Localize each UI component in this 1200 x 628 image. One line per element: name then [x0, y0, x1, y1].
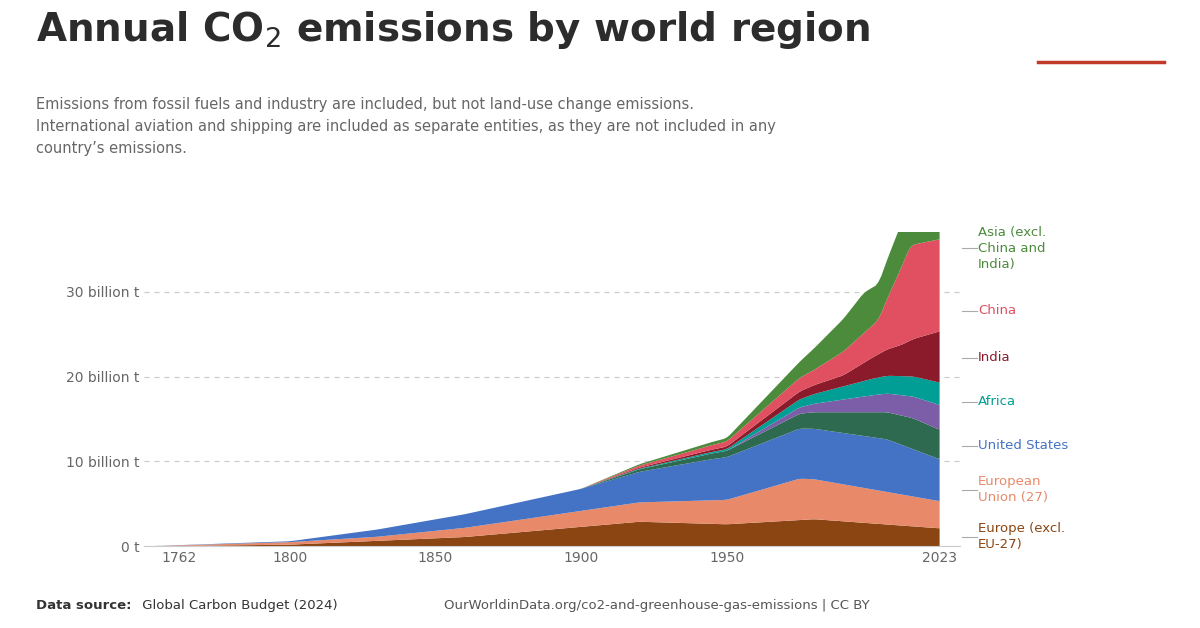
Text: Global Carbon Budget (2024): Global Carbon Budget (2024): [138, 599, 337, 612]
Text: OurWorldinData.org/co2-and-greenhouse-gas-emissions | CC BY: OurWorldinData.org/co2-and-greenhouse-ga…: [444, 599, 870, 612]
Text: Data source:: Data source:: [36, 599, 132, 612]
Text: in Data: in Data: [1072, 43, 1130, 58]
Text: Our World: Our World: [1060, 20, 1142, 35]
Text: Africa: Africa: [978, 396, 1016, 408]
Text: Annual CO$_2$ emissions by world region: Annual CO$_2$ emissions by world region: [36, 9, 870, 51]
Text: Asia (excl.
China and
India): Asia (excl. China and India): [978, 225, 1046, 271]
Text: China: China: [978, 305, 1016, 317]
Text: United States: United States: [978, 440, 1068, 452]
Text: Europe (excl.
EU-27): Europe (excl. EU-27): [978, 522, 1066, 551]
Text: European
Union (27): European Union (27): [978, 475, 1048, 504]
Text: Emissions from fossil fuels and industry are included, but not land-use change e: Emissions from fossil fuels and industry…: [36, 97, 776, 156]
Text: India: India: [978, 352, 1010, 364]
